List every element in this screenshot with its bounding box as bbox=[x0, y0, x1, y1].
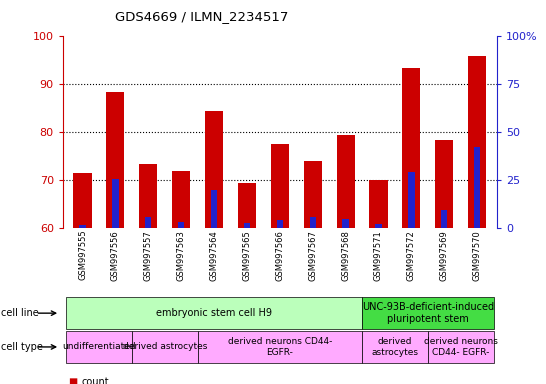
Bar bbox=[145, 217, 151, 228]
Text: derived neurons
CD44- EGFR-: derived neurons CD44- EGFR- bbox=[424, 337, 497, 357]
Bar bbox=[375, 223, 382, 228]
Bar bbox=[271, 144, 289, 228]
Bar bbox=[244, 223, 250, 228]
Bar bbox=[211, 190, 217, 228]
Bar bbox=[178, 222, 185, 228]
Text: UNC-93B-deficient-induced
pluripotent stem: UNC-93B-deficient-induced pluripotent st… bbox=[362, 302, 494, 324]
Bar bbox=[468, 56, 486, 228]
Bar bbox=[435, 140, 453, 228]
Bar bbox=[310, 217, 316, 228]
Bar bbox=[402, 68, 420, 228]
Bar bbox=[277, 220, 283, 228]
Bar bbox=[139, 164, 157, 228]
Text: cell line: cell line bbox=[1, 308, 38, 318]
Text: GDS4669 / ILMN_2234517: GDS4669 / ILMN_2234517 bbox=[115, 10, 288, 23]
Bar bbox=[172, 171, 190, 228]
Bar bbox=[474, 147, 480, 228]
Bar bbox=[79, 225, 86, 228]
Bar bbox=[370, 180, 388, 228]
Bar bbox=[408, 172, 414, 228]
Text: embryonic stem cell H9: embryonic stem cell H9 bbox=[156, 308, 272, 318]
Text: cell type: cell type bbox=[1, 342, 43, 352]
Text: undifferentiated: undifferentiated bbox=[62, 343, 136, 351]
Bar bbox=[441, 210, 447, 228]
Bar bbox=[74, 173, 92, 228]
Bar bbox=[336, 135, 355, 228]
Bar bbox=[205, 111, 223, 228]
Text: derived neurons CD44-
EGFR-: derived neurons CD44- EGFR- bbox=[228, 337, 332, 357]
Bar bbox=[238, 183, 256, 228]
Bar bbox=[106, 92, 124, 228]
Text: count: count bbox=[82, 377, 110, 384]
Text: derived astrocytes: derived astrocytes bbox=[122, 343, 207, 351]
Bar bbox=[112, 179, 118, 228]
Text: ■: ■ bbox=[68, 377, 78, 384]
Text: derived
astrocytes: derived astrocytes bbox=[371, 337, 418, 357]
Bar bbox=[304, 161, 322, 228]
Bar bbox=[342, 219, 349, 228]
